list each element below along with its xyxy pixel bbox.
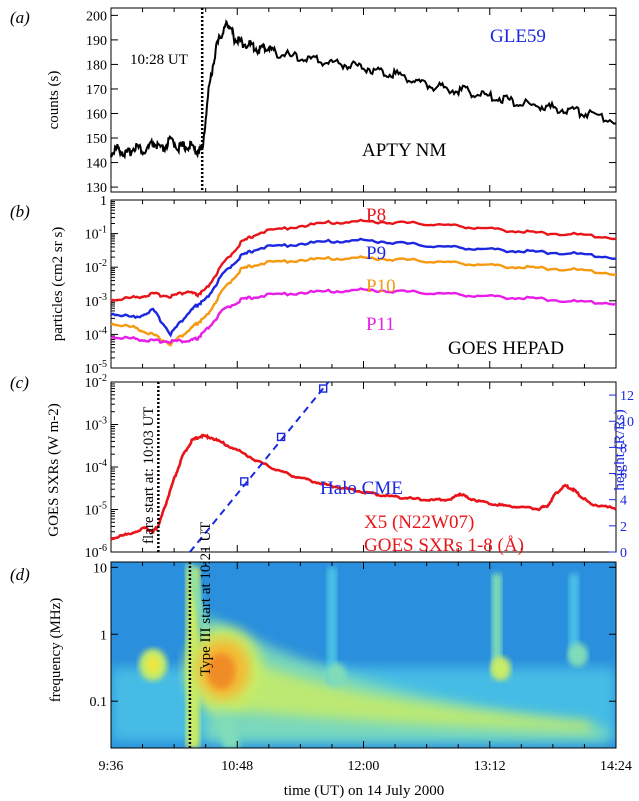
panel-d: 0.1 1 10 9:36 10:48 12:00 13:12 14:24 Type III… [48, 522, 632, 799]
spectrogram-burst [326, 567, 337, 682]
panel-c-y2-axis: 0 2 4 6 8 10 12 [609, 389, 634, 561]
series-label-p10: P10 [366, 276, 396, 297]
panel-d-x-axis: 9:36 10:48 12:00 13:12 14:24 [99, 562, 632, 774]
panel-d-spectrogram [111, 562, 616, 748]
panel-a-event-label: 10:28 UT [130, 52, 188, 68]
y-tick-label: 10-2 [85, 258, 107, 276]
series-line-apty [110, 19, 617, 160]
series-line-p11 [110, 287, 617, 344]
panel-c-series [110, 381, 617, 553]
y2-tick-label: 4 [620, 494, 627, 509]
panel-c-flare-label: flare start at: 10:03 UT [141, 407, 157, 544]
panel-a-ylabel: counts (s) [46, 71, 62, 130]
panel-a-letter: (a) [10, 8, 30, 27]
y-tick-label: 1 [100, 628, 107, 643]
x-tick-label: 10:48 [221, 759, 253, 774]
series-line-goes-sxr [110, 433, 617, 541]
y-tick-label: 10 [93, 561, 107, 576]
panel-c-ylabel: GOES SXRs (W m-2) [46, 403, 62, 536]
y-tick-label: 10-5 [85, 359, 107, 377]
panel-d-ylabel: frequency (MHz) [48, 598, 64, 703]
spectrogram-burst-base [325, 663, 346, 688]
y-tick-label: 160 [86, 107, 107, 122]
y-tick-label: 140 [86, 157, 107, 172]
panel-a-y-axis: 130 140 150 160 170 180 190 200 [86, 8, 617, 196]
panel-d-type-iii-label: Type III start at 10:21 UT [198, 522, 214, 676]
y2-tick-label: 6 [620, 468, 627, 483]
panel-b-series [110, 218, 617, 347]
panel-b-ylabel: particles (cm2 sr s) [50, 227, 66, 342]
x-tick-label: 12:00 [348, 759, 380, 774]
panel-c-letter: (c) [10, 373, 29, 392]
y-tick-label: 10-3 [85, 416, 107, 434]
y-tick-label: 0.1 [90, 695, 108, 710]
y-tick-label: 180 [86, 58, 107, 73]
y-tick-label: 1 [100, 194, 107, 209]
series-label-p8: P8 [366, 205, 386, 226]
panel-c-band-label: GOES SXRs 1-8 (Å) [364, 535, 524, 556]
panel-a-gle-label: GLE59 [490, 26, 546, 47]
y-tick-label: 190 [86, 34, 107, 49]
spectrogram-drift-core [209, 640, 592, 732]
spectrogram-burst-base [490, 656, 511, 681]
panel-c-cme-label: Halo CME [320, 478, 403, 499]
series-line-p10 [110, 255, 617, 347]
y2-tick-label: 8 [620, 441, 627, 456]
y-tick-label: 10-3 [85, 292, 107, 310]
spectrogram-main-blob-core [207, 653, 236, 690]
panel-c-y-axis: 10-6 10-5 10-4 10-3 10-2 [85, 373, 617, 561]
panel-d-y-axis: 0.1 1 10 [90, 561, 616, 710]
x-tick-label: 13:12 [474, 759, 506, 774]
y2-tick-label: 2 [620, 520, 627, 535]
y2-tick-label: 12 [620, 389, 634, 404]
spectrogram-burst-base [567, 642, 588, 667]
series-line-p8 [110, 218, 617, 303]
series-line-p9 [110, 237, 617, 338]
y2-tick-label: 10 [620, 415, 634, 430]
y-tick-label: 150 [86, 132, 107, 147]
spectrogram-burst [491, 573, 502, 675]
y-tick-label: 10-4 [85, 325, 107, 343]
y-tick-label: 170 [86, 83, 107, 98]
y-tick-label: 200 [86, 9, 107, 24]
y-tick-label: 10-1 [85, 225, 107, 243]
cme-height-point [240, 477, 249, 486]
y-tick-label: 10-2 [85, 373, 107, 391]
y-tick-label: 10-6 [85, 543, 107, 561]
panel-a-station-label: APTY NM [362, 140, 446, 161]
panel-d-letter: (d) [10, 565, 30, 584]
panel-b-instrument-label: GOES HEPAD [448, 338, 564, 359]
x-tick-label: 9:36 [99, 759, 124, 774]
panel-c: 10-6 10-5 10-4 10-3 10-2 0 2 4 6 8 10 12 flare sta… [46, 373, 634, 561]
cme-height-point [318, 384, 328, 393]
spectrogram-burst [568, 573, 579, 661]
x-tick-label: 14:24 [600, 759, 632, 774]
panel-b-letter: (b) [10, 202, 30, 221]
spectrogram-blob-core [147, 656, 160, 673]
y-tick-label: 130 [86, 181, 107, 196]
y2-tick-label: 0 [620, 546, 627, 561]
panel-b: 10-5 10-4 10-3 10-2 10-1 1 P8 P9 P10 P11 GOES… [50, 194, 617, 377]
cme-height-fit-line [189, 381, 330, 553]
panel-c-y2label: height (R/Rs) [612, 409, 628, 490]
y-tick-label: 10-5 [85, 501, 107, 519]
series-label-p9: P9 [366, 243, 386, 264]
series-label-p11: P11 [366, 314, 395, 335]
y-tick-label: 10-4 [85, 458, 107, 476]
panel-a-series [110, 19, 617, 160]
cme-height-point [276, 432, 286, 442]
panel-b-y-axis: 10-5 10-4 10-3 10-2 10-1 1 [85, 194, 617, 377]
panel-d-xlabel: time (UT) on 14 July 2000 [284, 783, 444, 799]
panel-c-flare-class-label: X5 (N22W07) [364, 512, 474, 533]
